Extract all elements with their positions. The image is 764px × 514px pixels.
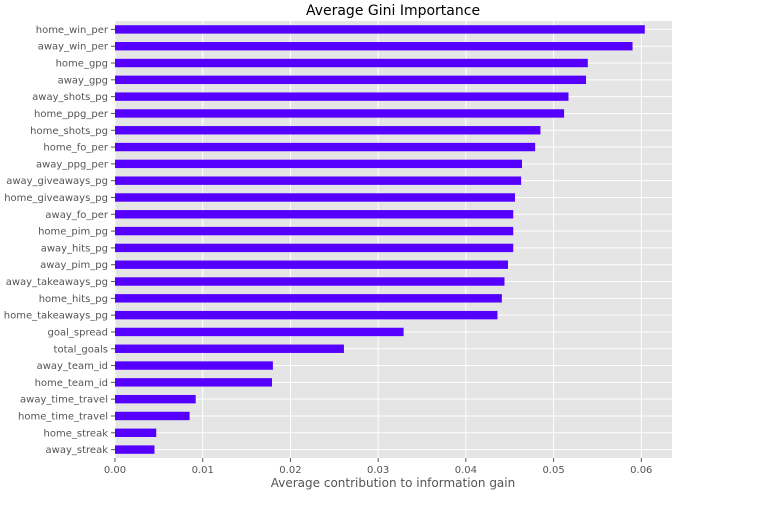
y-tick-label: away_team_id: [37, 361, 108, 372]
bar-away_streak: [115, 445, 155, 454]
bar-away_hits_pg: [115, 243, 514, 253]
bar-away_time_travel: [115, 394, 196, 404]
y-tick-label: home_streak: [44, 428, 109, 439]
bar-home_win_per: [115, 25, 645, 34]
bar-away_fo_per: [115, 210, 514, 219]
y-tick-label: home_hits_pg: [39, 294, 108, 305]
y-tick-label: away_shots_pg: [32, 92, 108, 103]
bar-home_team_id: [115, 378, 273, 387]
bar-away_ppg_per: [115, 159, 523, 169]
y-tick-label: home_win_per: [36, 25, 109, 36]
y-tick-label: home_ppg_per: [34, 109, 109, 120]
y-tick-label: home_fo_per: [43, 143, 108, 154]
y-tick-label: home_time_travel: [18, 411, 108, 422]
y-tick-label: away_takeaways_pg: [6, 277, 108, 288]
bar-home_shots_pg: [115, 126, 541, 135]
bar-away_team_id: [115, 361, 273, 370]
y-tick-label: away_fo_per: [45, 210, 108, 221]
y-tick-labels: home_win_per away_win_per home_gpg away_gpg…: [4, 25, 115, 456]
bar-goal_spread: [115, 327, 404, 337]
x-tick-label: 0.02: [279, 465, 301, 476]
y-tick-label: home_team_id: [35, 378, 108, 389]
x-axis-label: Average contribution to information gain: [271, 476, 515, 490]
bar-home_giveaways_pg: [115, 193, 515, 202]
plot-area: [115, 21, 672, 458]
bar-home_time_travel: [115, 411, 190, 421]
bar-home_takeaways_pg: [115, 310, 498, 320]
bar-home_pim_pg: [115, 226, 514, 236]
y-tick-label: away_giveaways_pg: [6, 176, 108, 187]
bar-total_goals: [115, 344, 344, 353]
bar-away_takeaways_pg: [115, 277, 505, 286]
bar-away_gpg: [115, 75, 587, 85]
y-tick-label: away_ppg_per: [36, 159, 109, 170]
y-tick-label: away_win_per: [38, 42, 109, 53]
y-tick-label: away_hits_pg: [41, 243, 108, 254]
y-tick-label: away_streak: [46, 445, 109, 456]
y-tick-label: goal_spread: [48, 327, 108, 338]
y-tick-label: home_pim_pg: [38, 227, 108, 238]
x-tick-label: 0.00: [104, 465, 126, 476]
x-tick-label: 0.01: [192, 465, 214, 476]
x-tick-label: 0.04: [455, 465, 477, 476]
y-tick-label: home_shots_pg: [30, 126, 108, 137]
x-tick-labels: 0.00 0.01 0.02 0.03 0.04 0.05 0.06: [104, 458, 652, 476]
y-tick-label: home_giveaways_pg: [4, 193, 108, 204]
chart-title: Average Gini Importance: [306, 3, 480, 19]
y-tick-label: away_time_travel: [20, 395, 108, 406]
bar-home_streak: [115, 428, 157, 437]
y-tick-label: home_takeaways_pg: [4, 311, 108, 322]
bars-group: [115, 25, 645, 454]
x-tick-label: 0.06: [630, 465, 652, 476]
bar-away_pim_pg: [115, 260, 508, 269]
y-tick-label: away_gpg: [58, 75, 108, 86]
bar-home_ppg_per: [115, 109, 565, 118]
x-tick-label: 0.03: [367, 465, 389, 476]
bar-home_fo_per: [115, 142, 536, 152]
x-tick-label: 0.05: [542, 465, 564, 476]
bar-away_shots_pg: [115, 92, 569, 101]
bar-away_giveaways_pg: [115, 176, 522, 185]
bar-home_gpg: [115, 58, 588, 68]
y-tick-label: home_gpg: [56, 59, 108, 70]
y-tick-label: total_goals: [54, 344, 108, 355]
bar-home_hits_pg: [115, 294, 502, 303]
y-tick-label: away_pim_pg: [40, 260, 108, 271]
bar-away_win_per: [115, 42, 633, 51]
